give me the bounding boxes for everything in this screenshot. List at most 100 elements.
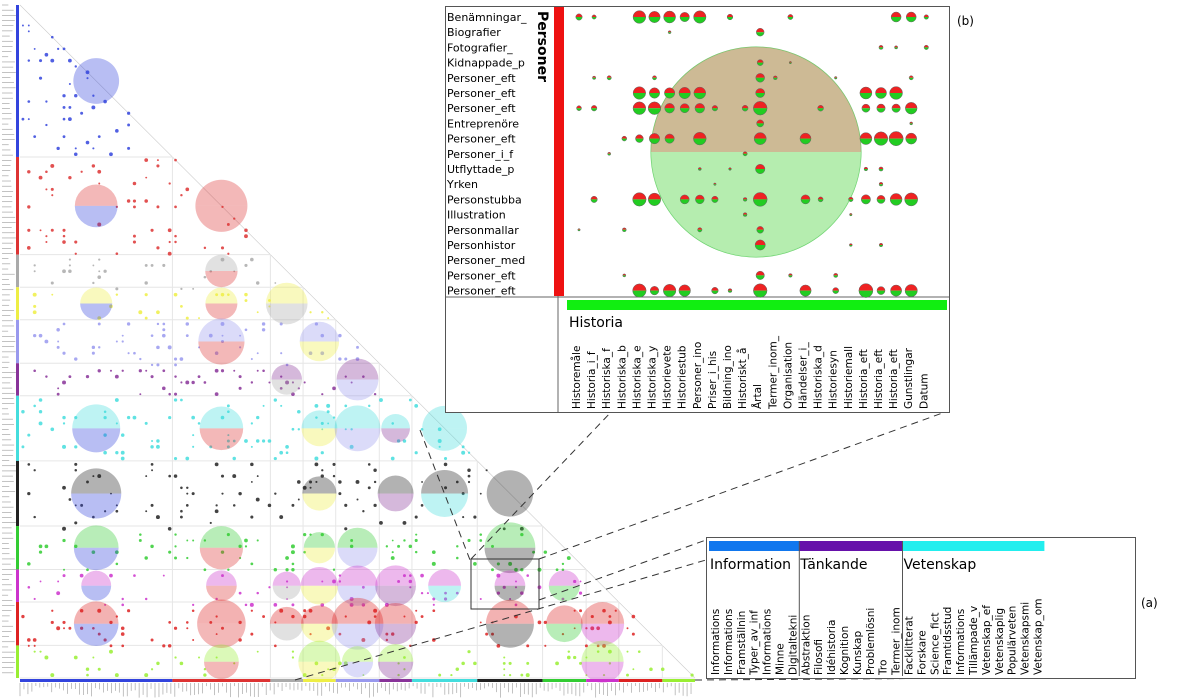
matrix-cell-dot xyxy=(573,627,576,630)
matrix-cell-dot xyxy=(291,381,295,384)
matrix-aggregate-bubble xyxy=(72,404,121,453)
matrix-cell-dot xyxy=(215,597,218,601)
matrix-cell-dot xyxy=(291,603,295,607)
matrix-cell-dot xyxy=(467,650,471,654)
matrix-cell-dot xyxy=(144,673,149,678)
matrix-cell-dot xyxy=(50,620,54,624)
matrix-bubbles xyxy=(71,58,625,683)
matrix-cell-dot xyxy=(285,445,289,449)
matrix-cell-dot xyxy=(461,445,465,449)
matrix-cell-dot xyxy=(186,627,189,630)
matrix-cell-dot xyxy=(27,170,31,174)
matrix-cell-dot xyxy=(344,404,348,408)
panel-b-cell-dot xyxy=(756,119,765,128)
matrix-cell-dot xyxy=(602,673,606,677)
matrix-aggregate-bubble xyxy=(336,358,379,401)
matrix-cell-dot xyxy=(98,346,101,349)
matrix-cell-dot xyxy=(561,632,565,636)
panel-b-cell-dot xyxy=(905,11,917,23)
matrix-cell-dot xyxy=(74,65,77,68)
matrix-cell-dot xyxy=(33,47,36,50)
panel-b-cell-dot xyxy=(875,87,887,99)
matrix-cell-dot xyxy=(33,597,36,601)
matrix-cell-dot xyxy=(344,428,347,431)
matrix-cell-dot xyxy=(62,47,66,51)
panel-b-cell-dot xyxy=(680,103,690,109)
matrix-cell-dot xyxy=(185,621,189,624)
matrix-cell-dot xyxy=(514,586,518,589)
matrix-cell-dot xyxy=(244,603,248,607)
matrix-cell-dot xyxy=(51,194,54,197)
matrix-cell-dot xyxy=(220,550,225,554)
matrix-cell-dot xyxy=(327,317,330,320)
matrix-cell-dot xyxy=(232,439,236,443)
panel-b-cell-dot xyxy=(905,102,918,115)
matrix-cell-dot xyxy=(156,205,160,209)
matrix-cell-dot xyxy=(631,632,635,636)
matrix-cell-dot xyxy=(361,585,365,589)
panel-b-cell-dot xyxy=(876,199,886,204)
panel-b-cell-dot xyxy=(664,103,675,114)
matrix-aggregate-bubble xyxy=(73,525,119,571)
matrix-cell-dot xyxy=(38,410,43,414)
matrix-cell-dot xyxy=(268,586,271,589)
panel-b-cell-dot xyxy=(849,213,853,217)
panel-b-cell-dot xyxy=(712,108,718,111)
matrix-cell-dot xyxy=(120,456,125,461)
matrix-cell-dot xyxy=(173,357,178,361)
matrix-cell-dot xyxy=(385,638,389,642)
matrix-cell-dot xyxy=(232,504,236,507)
panel-b-cell-dot xyxy=(680,17,690,22)
panel-b-cell-dot xyxy=(773,75,778,78)
matrix-cell-dot xyxy=(408,579,413,584)
matrix-cell-dot xyxy=(68,117,72,122)
panel-b-cell-dot xyxy=(859,132,873,145)
matrix-cell-dot xyxy=(50,163,55,168)
matrix-cell-dot xyxy=(62,422,66,425)
matrix-cell-dot xyxy=(485,469,488,472)
matrix-cell-dot xyxy=(566,655,571,660)
panel-b-cell-dot xyxy=(648,193,661,200)
matrix-cell-dot xyxy=(308,351,313,356)
panel-b-cell-dot xyxy=(755,77,765,83)
matrix-cell-dot xyxy=(291,568,295,572)
panel-b-cell-dot xyxy=(817,108,824,112)
matrix-aggregate-bubble xyxy=(71,468,122,519)
panel-b-cell-dot xyxy=(756,59,764,66)
matrix-cell-dot xyxy=(27,205,31,209)
matrix-cell-dot xyxy=(385,545,389,548)
matrix-cell-dot xyxy=(314,322,319,326)
panel-b-row-group-label: Personer xyxy=(534,11,550,82)
matrix-cell-dot xyxy=(390,556,395,560)
matrix-cell-dot xyxy=(144,199,148,203)
matrix-cell-dot xyxy=(403,615,406,618)
matrix-cell-dot xyxy=(467,468,471,472)
matrix-cell-dot xyxy=(185,334,189,338)
panel-b-cell-dot xyxy=(622,273,627,278)
matrix-cell-dot xyxy=(86,673,89,677)
matrix-cell-dot xyxy=(426,592,429,595)
panel-b-cell-dot xyxy=(832,290,839,294)
matrix-cell-dot xyxy=(126,111,131,115)
matrix-cell-dot xyxy=(403,668,406,671)
panel-b-cell-dot xyxy=(576,105,582,111)
panel-b-cell-dot xyxy=(648,101,661,109)
matrix-cell-dot xyxy=(162,574,165,577)
matrix-cell-dot xyxy=(431,561,436,566)
matrix-cell-dot xyxy=(97,322,101,326)
panel-b-column-label: Årtal xyxy=(751,384,764,409)
matrix-cell-dot xyxy=(262,404,265,407)
matrix-cell-dot xyxy=(261,439,266,443)
panel-b-cell-dot xyxy=(664,133,675,144)
panel-b-cell-dot xyxy=(693,138,707,145)
panel-b-cell-dot xyxy=(859,87,872,93)
matrix-cell-dot xyxy=(590,626,595,631)
panel-b-cell-dot xyxy=(606,75,612,81)
panel-a-item-label: Populärveten xyxy=(1007,606,1019,675)
panel-b-row-group-bar xyxy=(554,7,564,296)
matrix-cell-dot xyxy=(150,334,154,337)
matrix-cell-dot xyxy=(155,515,160,520)
matrix-cell-dot xyxy=(103,410,107,413)
matrix-cell-dot xyxy=(303,550,306,554)
